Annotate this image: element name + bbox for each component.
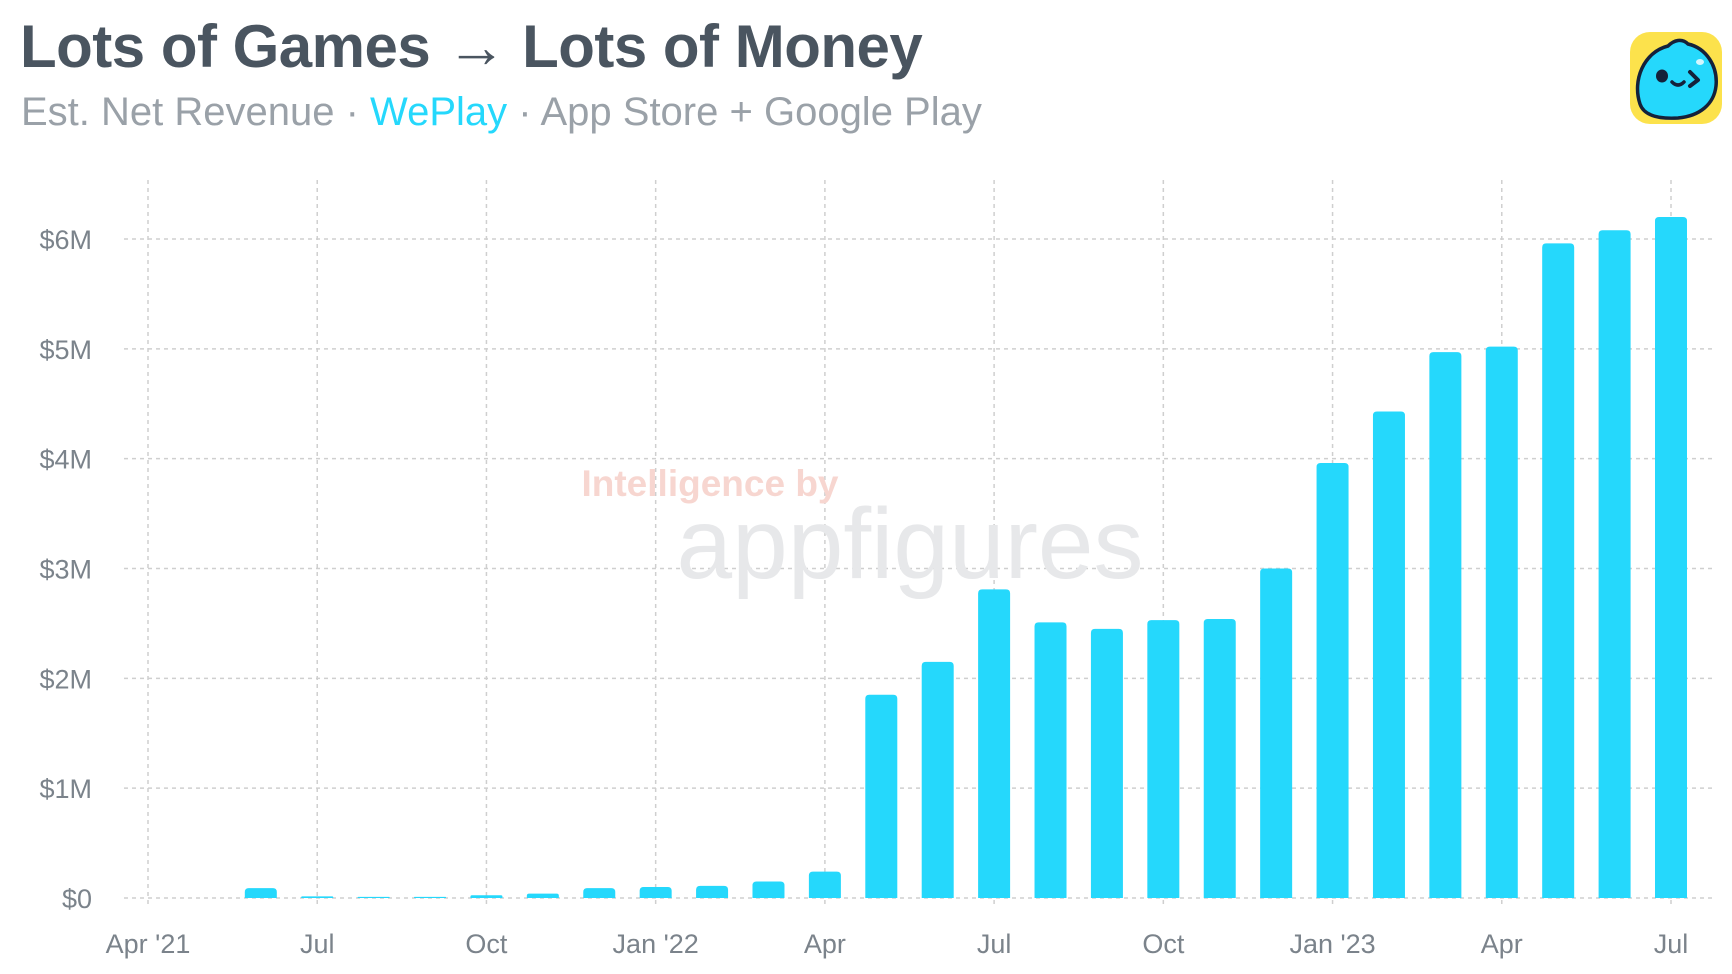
- y-tick-label: $5M: [39, 335, 92, 365]
- x-tick-label: Jul: [977, 929, 1012, 959]
- y-axis-labels: $0 $1M $2M $3M $4M $5M $6M: [39, 225, 92, 914]
- bar-feb-23: [1372, 411, 1405, 898]
- bar-dec-21: [583, 888, 616, 898]
- bar-jul-23: [1655, 217, 1687, 899]
- x-tick-label: Jan '23: [1289, 929, 1375, 959]
- bar-oct-21: [470, 895, 503, 898]
- bar-jun-21: [244, 888, 277, 898]
- bar-sep-21: [414, 896, 447, 898]
- bar-may-23: [1542, 243, 1575, 899]
- bar-aug-21: [357, 896, 390, 898]
- bar-apr-22: [808, 871, 841, 898]
- y-tick-label: $6M: [39, 225, 92, 255]
- subtitle-metric: Est. Net Revenue ·: [21, 90, 371, 134]
- y-tick-label: $4M: [39, 445, 92, 475]
- bar-dec-22: [1260, 568, 1293, 898]
- subtitle-stores: · App Store + Google Play: [507, 90, 982, 134]
- x-tick-label: Oct: [1142, 929, 1185, 959]
- bar-jan-23: [1316, 463, 1349, 898]
- x-tick-label: Oct: [465, 929, 508, 959]
- y-tick-label: $0: [62, 884, 92, 914]
- watermark-appfigures: appfigures: [677, 488, 1144, 600]
- x-tick-label: Apr '21: [106, 929, 191, 959]
- bar-jun-23: [1598, 230, 1631, 899]
- bar-mar-22: [752, 881, 785, 898]
- bar-nov-21: [526, 893, 559, 898]
- x-tick-label: Apr: [804, 929, 846, 959]
- bar-apr-23: [1485, 346, 1518, 898]
- bar-feb-22: [696, 885, 729, 898]
- y-tick-label: $2M: [39, 664, 92, 694]
- chart-title: Lots of Games → Lots of Money: [20, 13, 923, 80]
- bar-oct-22: [1147, 620, 1180, 898]
- bar-aug-22: [1034, 622, 1067, 898]
- bar-nov-22: [1203, 619, 1236, 898]
- watermark-intelligence-by: Intelligence by: [581, 463, 838, 504]
- x-tick-label: Jul: [1654, 929, 1689, 959]
- chart-subtitle: Est. Net Revenue · WePlay · App Store + …: [21, 90, 982, 135]
- x-tick-label: Jul: [300, 929, 335, 959]
- x-axis-labels: Apr '21 Jul Oct Jan '22 Apr Jul Oct Jan '23 Apr J…: [106, 929, 1689, 959]
- bar-sep-22: [1090, 628, 1123, 898]
- y-tick-label: $1M: [39, 774, 92, 804]
- bar-mar-23: [1429, 352, 1462, 899]
- bar-jun-22: [921, 661, 954, 898]
- bar-jan-22: [639, 887, 672, 898]
- x-tick-label: Jan '22: [613, 929, 699, 959]
- bars: [244, 217, 1687, 899]
- watermark: Intelligence by appfigures: [581, 463, 1143, 600]
- bar-jul-22: [978, 589, 1011, 898]
- y-tick-label: $3M: [39, 555, 92, 585]
- bar-jul-21: [301, 896, 334, 898]
- bar-may-22: [865, 694, 898, 898]
- x-tick-label: Apr: [1481, 929, 1523, 959]
- weplay-mascot-icon: [1630, 32, 1722, 124]
- subtitle-app-name: WePlay: [370, 90, 508, 134]
